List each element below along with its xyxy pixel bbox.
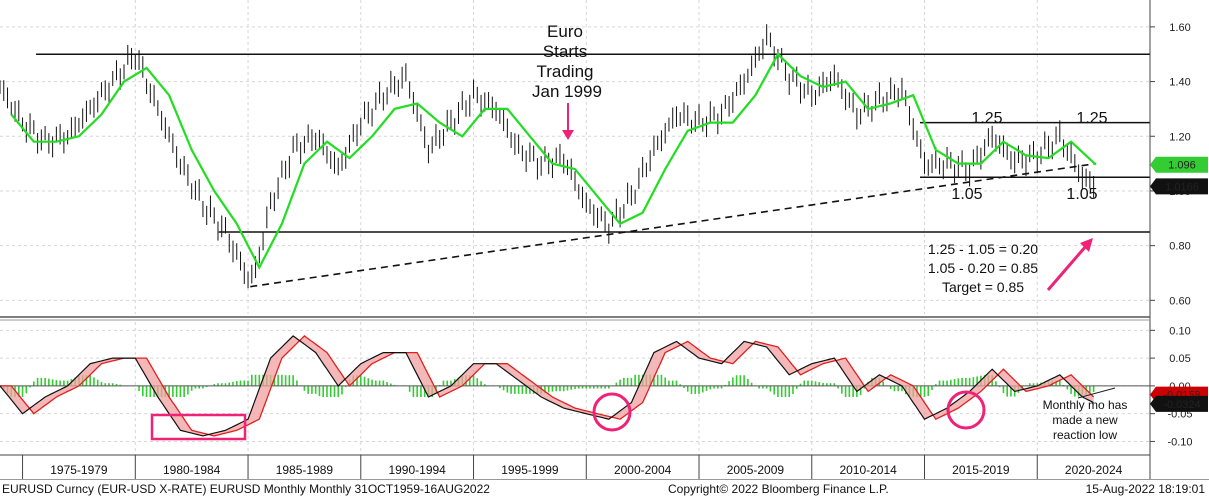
momentum-tag-1: -0.0324 [1150,395,1208,412]
momentum-note-line2: made a new [1052,413,1118,427]
momentum-low-box [150,413,247,441]
period-label-8: 2015-2019 [952,463,1010,477]
price-bars [0,24,1095,289]
period-label-4: 1995-1999 [501,463,559,477]
footer-security: EURUSD Curncy (EUR-USD X-RATE) EURUSD Mo… [2,482,490,496]
chart-background [0,0,1209,480]
price-panel [0,24,1150,289]
euro-annotation-line1: Euro [547,22,583,41]
lower-ytick-label-4: -0.10 [1167,436,1192,448]
momentum-low-circle-2015 [946,390,986,430]
lower-ytick-label-0: 0.10 [1169,325,1190,337]
euro-annotation-line2: Starts [543,42,587,61]
momentum-signal-line [0,335,1095,437]
upper-ytick-label-3: 1.20 [1169,131,1190,143]
moving-average-line [10,52,1097,270]
price-tag-bg [1150,178,1208,195]
momentum-tag-bg [1150,395,1208,412]
support-trendline [250,162,1096,288]
level-125-label-a: 1.25 [971,110,1002,127]
period-label-0: 1975-1979 [50,463,108,477]
period-label-9: 2020-2024 [1065,463,1123,477]
price-tag-1: 1.0166 [1150,178,1208,195]
bottom-axis: 1975-1979 1980-1984 1985-1989 1990-1994 1995… [0,454,1150,480]
momentum-tag-label: -0.0324 [1163,399,1200,411]
target-calc-line2: 1.05 - 0.20 = 0.85 [928,260,1038,276]
momentum-panel [0,335,1150,437]
upper-ytick-label-0: 0.60 [1169,295,1190,307]
momentum-low-circle-2001 [592,392,632,432]
upper-ytick-label-5: 1.60 [1169,22,1190,34]
period-label-1: 1980-1984 [163,463,221,477]
footer-bar: EURUSD Curncy (EUR-USD X-RATE) EURUSD Mo… [0,479,1209,497]
level-105-label-b: 1.05 [1066,186,1097,203]
price-tag-bg [1150,156,1208,173]
euro-annotation-line4: Jan 1999 [532,82,602,101]
period-label-2: 1985-1989 [276,463,334,477]
momentum-note-pointer [1077,387,1116,399]
target-calc-line3: Target = 0.85 [942,279,1024,295]
footer-timestamp: 15-Aug-2022 18:19:01 [1085,482,1205,496]
level-125-label-b: 1.25 [1076,110,1107,127]
upper-ytick-label-4: 1.40 [1169,77,1190,89]
period-label-3: 1990-1994 [388,463,446,477]
momentum-band [0,335,1094,436]
target-calc-line1: 1.25 - 1.05 = 0.20 [928,241,1038,257]
upper-ytick-label-1: 0.80 [1169,241,1190,253]
lower-ytick-label-1: 0.05 [1169,353,1190,365]
momentum-line [0,335,1094,437]
eurusd-chart: 0.600.801.001.201.401.600.100.050.00-0.0… [0,0,1209,480]
period-label-5: 2000-2004 [614,463,672,477]
euro-annotation-line3: Trading [536,62,593,81]
period-label-6: 2005-2009 [727,463,785,477]
level-105-label-a: 1.05 [951,186,982,203]
period-label-7: 2010-2014 [839,463,897,477]
right-axis: 0.600.801.001.201.401.600.100.050.00-0.0… [1149,0,1208,480]
price-tag-label: 1.096 [1168,160,1196,172]
momentum-note-line1: Monthly mo has [1043,398,1128,412]
price-tag-0: 1.096 [1150,156,1208,173]
euro-arrow [562,103,574,140]
footer-copyright: Copyright© 2022 Bloomberg Finance L.P. [668,482,889,496]
momentum-note-line3: reaction low [1053,428,1117,442]
target-arrow [1046,238,1093,291]
price-tag-label: 1.0166 [1165,181,1199,193]
